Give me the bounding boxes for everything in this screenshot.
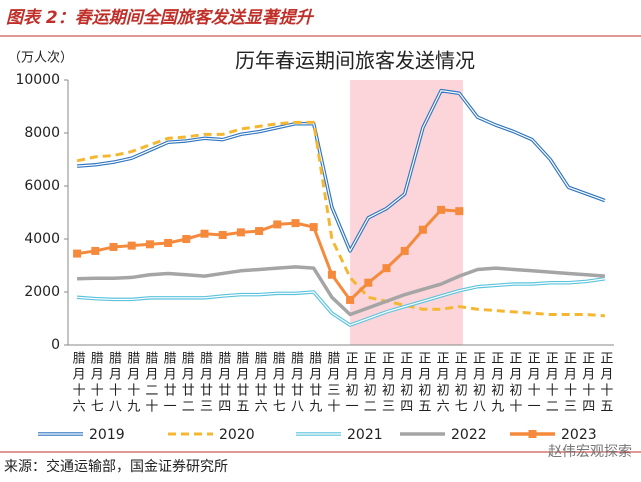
x-tick-label: 正月初十 (506, 351, 522, 415)
y-tick-label: 6000 (24, 178, 60, 194)
x-tick-label: 腊月廿七 (270, 351, 286, 415)
x-tick-label: 腊月廿六 (252, 351, 268, 415)
x-tick-label: 腊月廿三 (197, 351, 213, 415)
y-tick-label: 8000 (24, 125, 60, 141)
legend-label: 2023 (561, 427, 597, 443)
x-tick-label: 正月初四 (397, 351, 413, 415)
y-tick-label: 4000 (24, 231, 60, 247)
legend-label: 2022 (451, 427, 487, 443)
x-tick-label: 正月十一 (525, 351, 541, 415)
x-tick-label: 正月十三 (561, 351, 577, 415)
x-tick-label: 正月初七 (452, 351, 468, 415)
marker (236, 228, 245, 237)
x-tick-label: 正月初三 (379, 351, 395, 415)
line-inner (77, 278, 605, 326)
line-inner (77, 89, 606, 253)
marker (437, 205, 446, 214)
marker (309, 223, 318, 232)
y-tick-label: 10000 (15, 72, 60, 88)
y-axis-label: （万人次） (8, 50, 73, 66)
source: 来源：交通运输部，国金证券研究所 (4, 458, 228, 475)
header: 图表 2：春运期间全国旅客发送显著提升 (6, 8, 315, 28)
marker (91, 246, 100, 255)
chart-title: 历年春运期间旅客发送情况 (235, 49, 475, 73)
marker (200, 229, 209, 238)
marker (145, 240, 154, 249)
x-tick-label: 正月初六 (434, 351, 450, 415)
x-tick-label: 腊月廿二 (179, 351, 195, 415)
legend-label: 2020 (219, 427, 255, 443)
y-tick-label: 2000 (24, 284, 60, 300)
marker (255, 227, 264, 236)
x-tick-label: 腊月廿五 (233, 351, 249, 415)
marker (164, 238, 173, 247)
marker (346, 295, 355, 304)
marker (418, 225, 427, 234)
marker (273, 220, 282, 229)
x-tick-label: 正月初九 (488, 351, 504, 415)
line (76, 120, 606, 318)
marker (291, 219, 300, 228)
x-tick-label: 腊月二十 (142, 351, 158, 415)
marker (327, 270, 336, 279)
marker (182, 235, 191, 243)
line (76, 88, 606, 253)
marker (109, 242, 118, 251)
marker (127, 241, 136, 250)
x-tick-label: 腊月十九 (124, 351, 140, 415)
line (77, 265, 606, 317)
marker (364, 278, 373, 287)
x-tick-label: 正月十二 (543, 351, 559, 415)
x-tick-label: 正月十五 (597, 351, 613, 415)
legend-label: 2019 (89, 427, 125, 443)
marker (382, 264, 391, 273)
x-tick-label: 正月初五 (415, 351, 431, 415)
marker (73, 249, 82, 258)
x-tick-label: 正月初二 (361, 351, 377, 415)
x-tick-label: 腊月十七 (88, 351, 104, 415)
x-tick-label: 腊月廿八 (288, 351, 304, 415)
x-tick-label: 腊月廿一 (161, 351, 177, 415)
y-tick-label: 0 (51, 337, 60, 353)
x-tick-label: 正月初八 (470, 351, 486, 415)
x-tick-label: 腊月廿九 (306, 351, 322, 415)
watermark: 赵伟宏观探索 (548, 443, 632, 460)
marker (455, 207, 464, 216)
x-tick-label: 腊月廿四 (215, 351, 231, 415)
x-tick-label: 腊月十六 (70, 351, 86, 415)
x-tick-label: 正月十四 (579, 351, 595, 415)
marker (400, 246, 409, 255)
line (76, 208, 460, 302)
legend-label: 2021 (347, 427, 383, 443)
legend-marker (528, 430, 537, 438)
x-tick-label: 腊月十八 (106, 351, 122, 415)
marker (218, 231, 227, 240)
x-tick-label: 腊月三十 (324, 351, 340, 415)
x-tick-label: 正月初一 (343, 351, 359, 415)
